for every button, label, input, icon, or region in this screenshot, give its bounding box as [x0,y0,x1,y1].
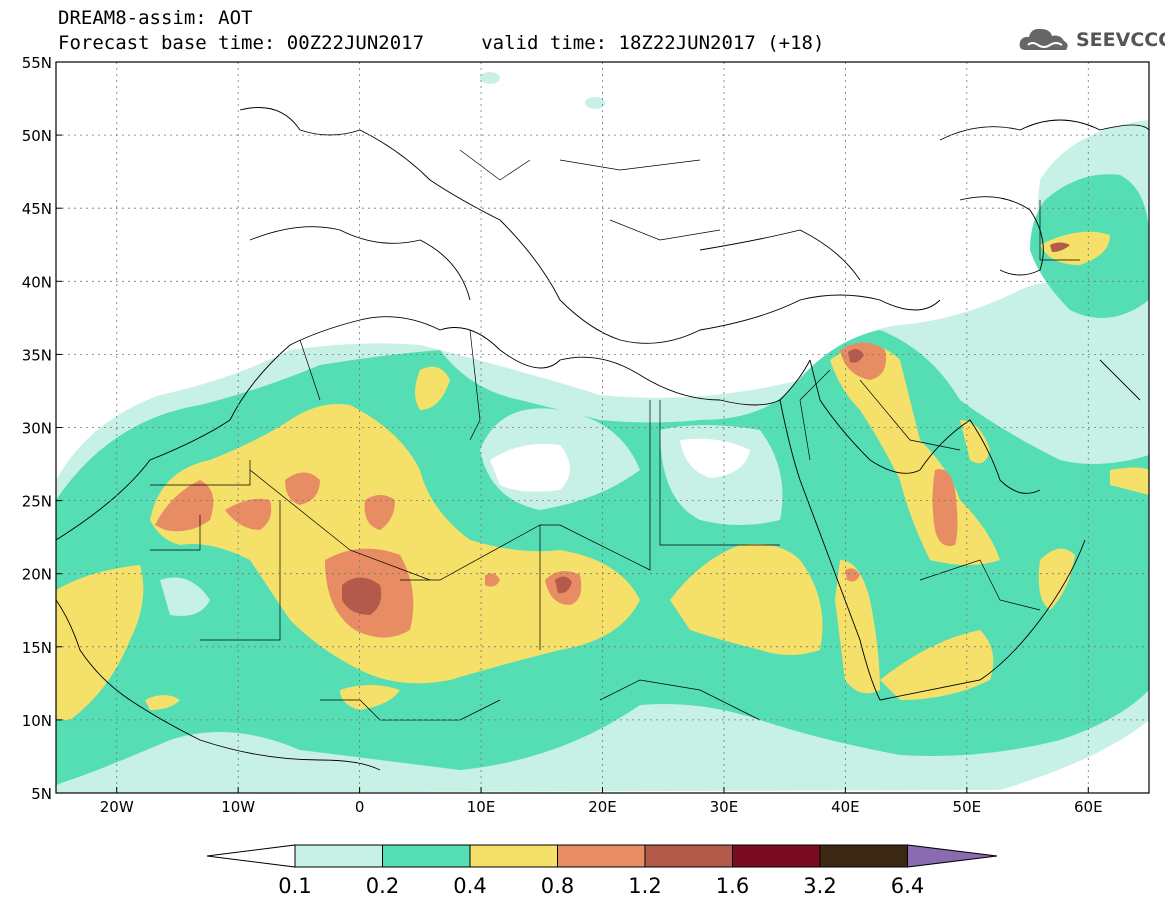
legend-label: 1.2 [628,874,661,898]
legend-label: 0.4 [453,874,486,898]
latitude-labels: 55N 50N 45N 40N 35N 30N 25N 20N 15N 10N 5N [22,54,62,803]
lon-label: 0 [355,798,365,816]
legend-underflow-triangle [206,844,296,868]
legend-label: 6.4 [891,874,924,898]
lat-label: 50N [22,127,52,145]
cloud-icon [1019,28,1068,50]
lat-label: 30N [22,420,52,438]
country-borders [150,149,1080,721]
lon-label: 40E [831,798,860,816]
longitude-labels: 20W 10W 0 10E 20E 30E 40E 50E 60E [100,787,1103,816]
legend-overflow-triangle [907,844,998,868]
lon-label: 30E [710,798,739,816]
lat-label: 35N [22,346,52,364]
lon-label: 10E [467,798,496,816]
lat-label: 45N [22,200,52,218]
chart-title: DREAM8-assim: AOT [58,7,253,29]
legend-swatch [732,844,821,868]
legend-label: 1.6 [716,874,749,898]
coastlines [56,107,1149,771]
lat-label: 10N [22,712,52,730]
legend-colorbar [206,844,998,868]
graticule [56,62,1149,793]
aot-field [56,72,1149,793]
lat-label: 15N [22,639,52,657]
legend-swatch [557,844,646,868]
lat-label: 20N [22,566,52,584]
forecast-time-subtitle: Forecast base time: 00Z22JUN2017 valid t… [58,32,825,54]
legend-swatch [644,844,733,868]
legend-label: 0.8 [541,874,574,898]
legend-labels: 0.1 0.2 0.4 0.8 1.2 1.6 3.2 6.4 [278,874,924,898]
legend-label: 3.2 [803,874,836,898]
lat-label: 40N [22,273,52,291]
lat-label: 5N [31,785,52,803]
lon-label: 10W [221,798,255,816]
legend-swatch [294,844,383,868]
seevccc-logo: SEEVCCC [1018,24,1165,56]
legend-swatch [469,844,558,868]
legend-label: 0.1 [278,874,311,898]
lat-label: 55N [22,54,52,72]
legend-swatch [382,844,471,868]
lon-label: 20W [100,798,134,816]
legend-swatch [819,844,908,868]
lon-label: 20E [588,798,617,816]
logo-text: SEEVCCC [1076,29,1165,51]
lon-label: 60E [1074,798,1103,816]
lon-label: 50E [953,798,982,816]
lat-label: 25N [22,493,52,511]
legend-label: 0.2 [366,874,399,898]
